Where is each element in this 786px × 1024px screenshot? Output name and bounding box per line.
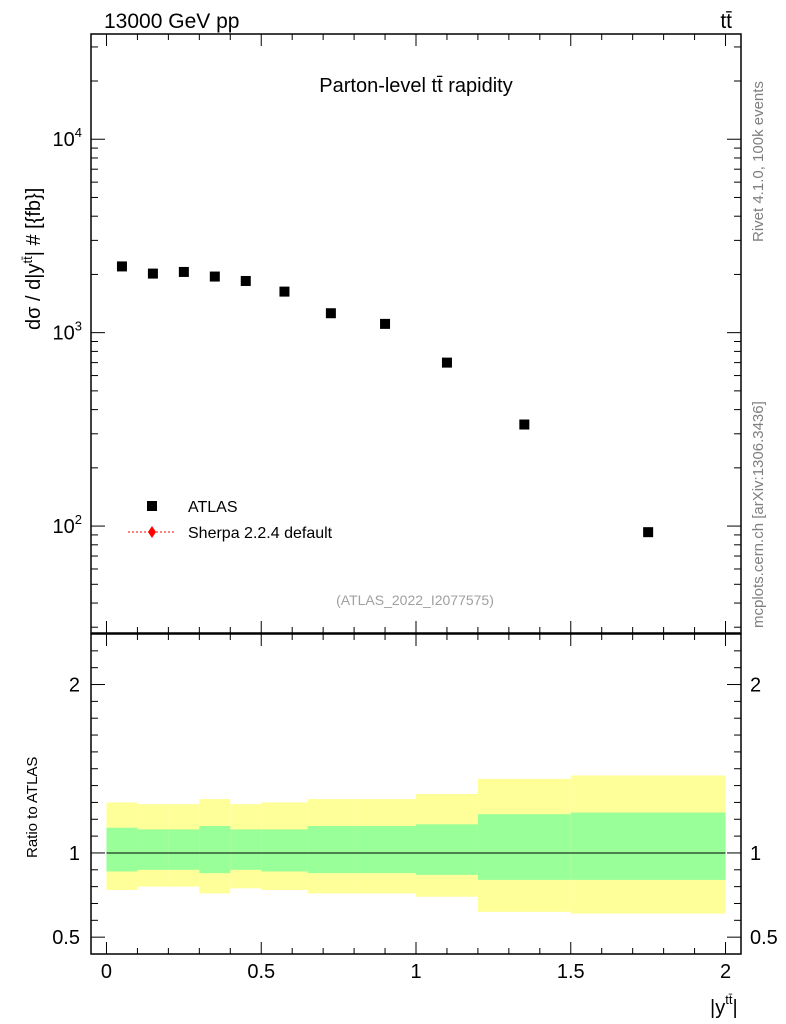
- atlas-data-points: [116, 261, 654, 538]
- data-point: [325, 308, 336, 319]
- source-label: mcplots.cern.ch [arXiv:1306.3436]: [750, 401, 767, 628]
- ratio-y-tick-label: 0.5: [52, 927, 80, 949]
- data-point: [380, 318, 391, 329]
- inner-band-bin: [307, 826, 355, 874]
- inner-band-bin: [354, 826, 416, 874]
- main-panel-frame: [90, 33, 742, 634]
- rivet-label: Rivet 4.1.0, 100k events: [750, 81, 767, 242]
- ratio-y-tick-label-right: 0.5: [750, 927, 778, 949]
- x-tick-label: 1.5: [557, 961, 585, 983]
- data-point: [519, 419, 530, 430]
- legend-mc-label: Sherpa 2.2.4 default: [188, 525, 333, 542]
- legend-data-label: ATLAS: [188, 499, 238, 516]
- legend-data-marker: [147, 501, 157, 511]
- x-axis-label: |ytt̄|: [710, 992, 738, 1019]
- data-point: [116, 261, 127, 272]
- ratio-y-tick-label-right: 1: [750, 843, 761, 865]
- x-tick-label: 2: [720, 961, 731, 983]
- data-point: [643, 527, 654, 538]
- process-label: tt̄: [720, 10, 732, 33]
- ratio-y-tick-label: 2: [69, 675, 80, 697]
- analysis-id: (ATLAS_2022_I2077575): [336, 592, 494, 608]
- energy-label: 13000 GeV pp: [104, 10, 239, 33]
- y-tick-label: 104: [53, 125, 82, 151]
- plot-title: Parton-level tt̄ rapidity: [319, 75, 512, 97]
- data-point: [209, 271, 220, 282]
- data-point: [240, 275, 251, 286]
- inner-band-bin: [168, 829, 200, 870]
- ratio-y-tick-label-right: 2: [750, 675, 761, 697]
- main-y-axis-label: dσ / d|ytt̄| # [{fb}]: [20, 188, 45, 330]
- inner-band-bin: [106, 827, 138, 872]
- data-point: [147, 268, 158, 279]
- data-point: [178, 266, 189, 277]
- ratio-y-tick-label: 1: [69, 843, 80, 865]
- inner-band-bin: [477, 814, 571, 880]
- ratio-y-axis-label: Ratio to ATLAS: [24, 757, 41, 858]
- inner-band-bin: [261, 829, 308, 872]
- data-point: [441, 357, 452, 368]
- inner-band-bin: [570, 812, 726, 880]
- y-tick-label: 102: [53, 512, 82, 538]
- inner-band-bin: [230, 829, 262, 870]
- x-tick-label: 0.5: [247, 961, 275, 983]
- x-tick-label: 1: [410, 961, 421, 983]
- inner-band-bin: [416, 824, 478, 875]
- axis-ticks: [91, 34, 741, 954]
- data-point: [279, 286, 290, 297]
- axis-tick-labels: 0 0.5 1 1.5 2 102 103 104 0.5 0.5 1 1 2 2: [52, 125, 778, 983]
- ratio-band-inner: [106, 812, 726, 880]
- legend-mc-marker: [148, 526, 156, 538]
- x-tick-label: 0: [101, 961, 112, 983]
- y-tick-label: 103: [53, 319, 82, 345]
- inner-band-bin: [199, 826, 231, 874]
- inner-band-bin: [137, 829, 169, 870]
